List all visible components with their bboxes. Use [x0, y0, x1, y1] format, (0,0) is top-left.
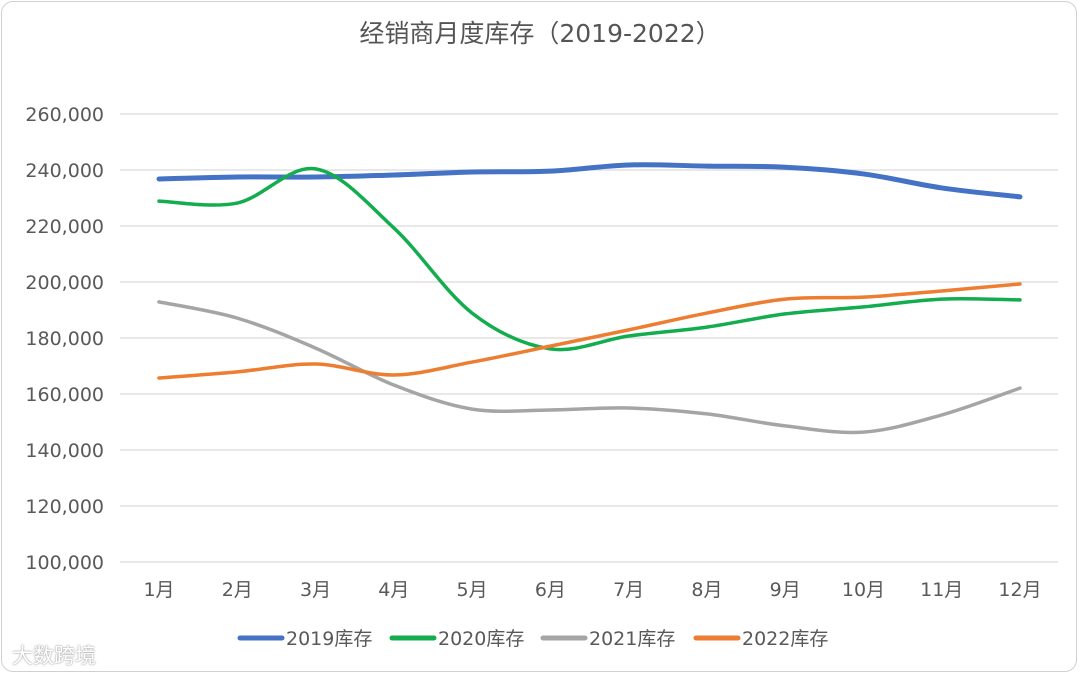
- x-tick-label: 2月: [222, 579, 253, 601]
- y-tick-label: 140,000: [25, 440, 104, 462]
- x-tick-label: 7月: [613, 579, 644, 601]
- y-tick-label: 180,000: [25, 328, 104, 350]
- watermark-logo: 大数跨境: [12, 644, 96, 668]
- x-tick-label: 12月: [998, 579, 1041, 601]
- x-tick-label: 6月: [535, 579, 566, 601]
- legend-label: 2019库存: [286, 628, 372, 650]
- y-tick-label: 220,000: [25, 216, 104, 238]
- x-tick-label: 3月: [300, 579, 331, 601]
- x-tick-label: 5月: [457, 579, 488, 601]
- y-tick-label: 240,000: [25, 160, 104, 182]
- x-tick-label: 4月: [378, 579, 409, 601]
- y-tick-label: 100,000: [25, 552, 104, 574]
- legend-label: 2020库存: [438, 628, 524, 650]
- legend-label: 2021库存: [589, 628, 675, 650]
- x-tick-label: 9月: [770, 579, 801, 601]
- x-tick-label: 11月: [920, 579, 963, 601]
- x-tick-label: 8月: [691, 579, 722, 601]
- y-tick-label: 260,000: [25, 104, 104, 126]
- y-tick-label: 160,000: [25, 384, 104, 406]
- y-tick-label: 120,000: [25, 496, 104, 518]
- x-tick-label: 10月: [842, 579, 885, 601]
- chart-title: 经销商月度库存（2019-2022）: [359, 19, 721, 48]
- series-line-2020库存: [157, 166, 1022, 352]
- x-tick-label: 1月: [143, 579, 174, 601]
- series-line-2021库存: [157, 300, 1022, 435]
- y-tick-label: 200,000: [25, 272, 104, 294]
- legend-label: 2022库存: [742, 628, 828, 650]
- series-line-2022库存: [157, 282, 1022, 380]
- series-line-2019库存: [156, 162, 1023, 200]
